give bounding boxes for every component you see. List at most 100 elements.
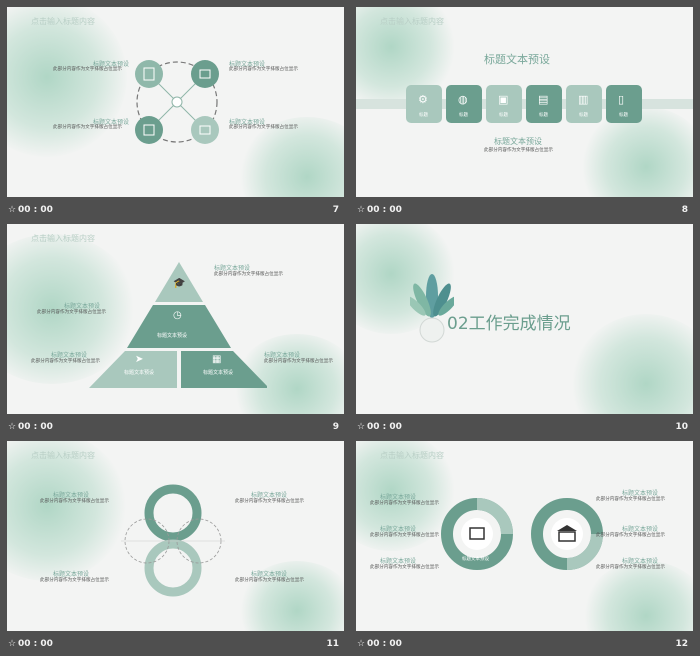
stopwatch-icon: ☆ [357, 639, 366, 649]
slide-number: 10 [675, 422, 688, 432]
slide-number: 7 [332, 205, 339, 215]
printer-icon: ▥ [578, 93, 589, 106]
item-desc: 此部分内容作为文字排版占位显示 [596, 497, 665, 502]
main-title: 标题文本预设 [484, 53, 550, 66]
item-desc: 此部分内容作为文字排版占位显示 [37, 310, 106, 315]
item-desc: 此部分内容作为文字排版占位显示 [370, 501, 439, 506]
watercolor-blot [581, 561, 693, 631]
tile[interactable]: ▯ 标题 [606, 85, 642, 123]
item-desc: 此部分内容作为文字排版占位显示 [235, 499, 304, 504]
slide-header: 点击输入标题内容 [380, 17, 444, 26]
slide-canvas: 02工作完成情况 [356, 224, 693, 414]
item-title: 标题文本预设 [622, 526, 659, 533]
item-title: 标题文本预设 [622, 490, 659, 497]
tile-label: 标题 [579, 113, 588, 118]
book-icon: ▦ [212, 354, 222, 365]
item-desc: 此部分内容作为文字排版占位显示 [596, 565, 665, 570]
item-desc: 此部分内容作为文字排版占位显示 [235, 578, 304, 583]
tile[interactable]: ⚙ 标题 [406, 85, 442, 123]
item-desc: 此部分内容作为文字排版占位显示 [31, 359, 100, 364]
file-icon: ▯ [618, 93, 625, 106]
tile-label: 标题 [499, 113, 508, 118]
tile-strip-band [356, 99, 693, 109]
slide-timer: 00 : 00 [18, 639, 53, 649]
tile-label: 标题 [459, 113, 468, 118]
plant-illustration [410, 274, 454, 343]
item-desc: 此部分内容作为文字排版占位显示 [53, 125, 122, 130]
tile[interactable]: ▤ 标题 [526, 85, 562, 123]
item-desc: 此部分内容作为文字排版占位显示 [40, 499, 109, 504]
item-desc: 此部分内容作为文字排版占位显示 [229, 67, 298, 72]
item-desc: 此部分内容作为文字排版占位显示 [370, 533, 439, 538]
item-title: 标题文本预设 [264, 352, 301, 359]
tile[interactable]: ▣ 标题 [486, 85, 522, 123]
cards-icon: ▣ [498, 93, 509, 106]
tile-label: 标题 [419, 113, 428, 118]
tile-row: ⚙ 标题 ◍ 标题 ▣ 标题 ▤ 标题 ▥ 标题 ▯ 标题 [406, 85, 646, 123]
item-title: 标题文本预设 [380, 526, 417, 533]
item-desc: 此部分内容作为文字排版占位显示 [40, 578, 109, 583]
watercolor-blot [7, 234, 137, 384]
globe-icon: ◍ [458, 93, 468, 106]
ring-label: 标题文本预设 [462, 557, 489, 562]
slide-number: 12 [675, 639, 688, 649]
slide-header: 点击输入标题内容 [31, 451, 95, 460]
slide-timer: 00 : 00 [367, 639, 402, 649]
slide-footer: ☆ 00 : 00 12 [356, 633, 693, 656]
slide-footer: ☆ 00 : 00 9 [7, 416, 344, 439]
item-title: 标题文本预设 [251, 492, 288, 499]
gear-icon: ⚙ [418, 93, 428, 106]
item-desc: 此部分内容作为文字排版占位显示 [53, 67, 122, 72]
slide-number: 11 [326, 639, 339, 649]
item-title: 标题文本预设 [229, 61, 266, 68]
stopwatch-icon: ☆ [8, 205, 17, 215]
stopwatch-icon: ☆ [8, 639, 17, 649]
document-icon: ▤ [538, 93, 549, 106]
graduation-cap-icon: 🎓 [173, 278, 186, 289]
item-desc: 此部分内容作为文字排版占位显示 [596, 533, 665, 538]
slide-footer: ☆ 00 : 00 8 [356, 199, 693, 222]
tile-label: 标题 [539, 113, 548, 118]
slide-number: 9 [332, 422, 339, 432]
watercolor-blot [571, 314, 693, 414]
item-desc: 此部分内容作为文字排版占位显示 [229, 125, 298, 130]
item-title: 标题文本预设 [380, 558, 417, 565]
slide-canvas: 点击输入标题内容 标题文本预设 此部分内容作为文字排版占位显示 标题文本预设 此… [7, 441, 344, 631]
slide-timer: 00 : 00 [367, 422, 402, 432]
slide-canvas: 点击输入标题内容 标题文本预设 标题文本预设 此部分内容作为文字排版占位显示 标… [356, 441, 693, 631]
slide-header: 点击输入标题内容 [31, 234, 95, 243]
stopwatch-icon: ☆ [357, 205, 366, 215]
alarm-clock-icon: ◷ [173, 310, 182, 321]
item-desc: 此部分内容作为文字排版占位显示 [264, 359, 333, 364]
slide-canvas: 点击输入标题内容 🎓 ◷ 标题文本预设 ➤ ▦ 标题文本预设 标题文本预设 标题… [7, 224, 344, 414]
stopwatch-icon: ☆ [8, 422, 17, 432]
slide-canvas: 点击输入标题内容 标题文本预设 ⚙ 标题 ◍ 标题 ▣ 标题 ▤ 标题 ▥ 标题 ▯ 标题 … [356, 7, 693, 197]
item-desc: 此部分内容作为文字排版占位显示 [214, 272, 283, 277]
tile-label: 标题 [619, 113, 628, 118]
level-label: 标题文本预设 [157, 333, 188, 339]
stopwatch-icon: ☆ [357, 422, 366, 432]
watercolor-blot [7, 441, 127, 581]
sub-desc: 此部分内容作为文字排版占位显示 [484, 148, 553, 153]
item-title: 标题文本预设 [214, 265, 251, 272]
slide-number: 8 [681, 205, 688, 215]
item-title: 标题文本预设 [53, 571, 90, 578]
level-label: 标题文本预设 [124, 370, 155, 376]
item-title: 标题文本预设 [93, 61, 130, 68]
item-title: 标题文本预设 [93, 119, 130, 126]
ring-chart-left [441, 498, 513, 570]
slide-header: 点击输入标题内容 [380, 451, 444, 460]
slide-header: 点击输入标题内容 [31, 17, 95, 26]
pyramid-diagram [89, 262, 267, 388]
item-title: 标题文本预设 [251, 571, 288, 578]
item-title: 标题文本预设 [229, 119, 266, 126]
slide-canvas: 点击输入标题内容 标题文本预设 此部分内容作为文字排版占位显示 标题文本预设 此… [7, 7, 344, 197]
slide-timer: 00 : 00 [18, 422, 53, 432]
sub-title: 标题文本预设 [494, 137, 542, 146]
slide-timer: 00 : 00 [18, 205, 53, 215]
item-title: 标题文本预设 [380, 494, 417, 501]
item-title: 标题文本预设 [53, 492, 90, 499]
item-title: 标题文本预设 [622, 558, 659, 565]
tile[interactable]: ▥ 标题 [566, 85, 602, 123]
tile[interactable]: ◍ 标题 [446, 85, 482, 123]
